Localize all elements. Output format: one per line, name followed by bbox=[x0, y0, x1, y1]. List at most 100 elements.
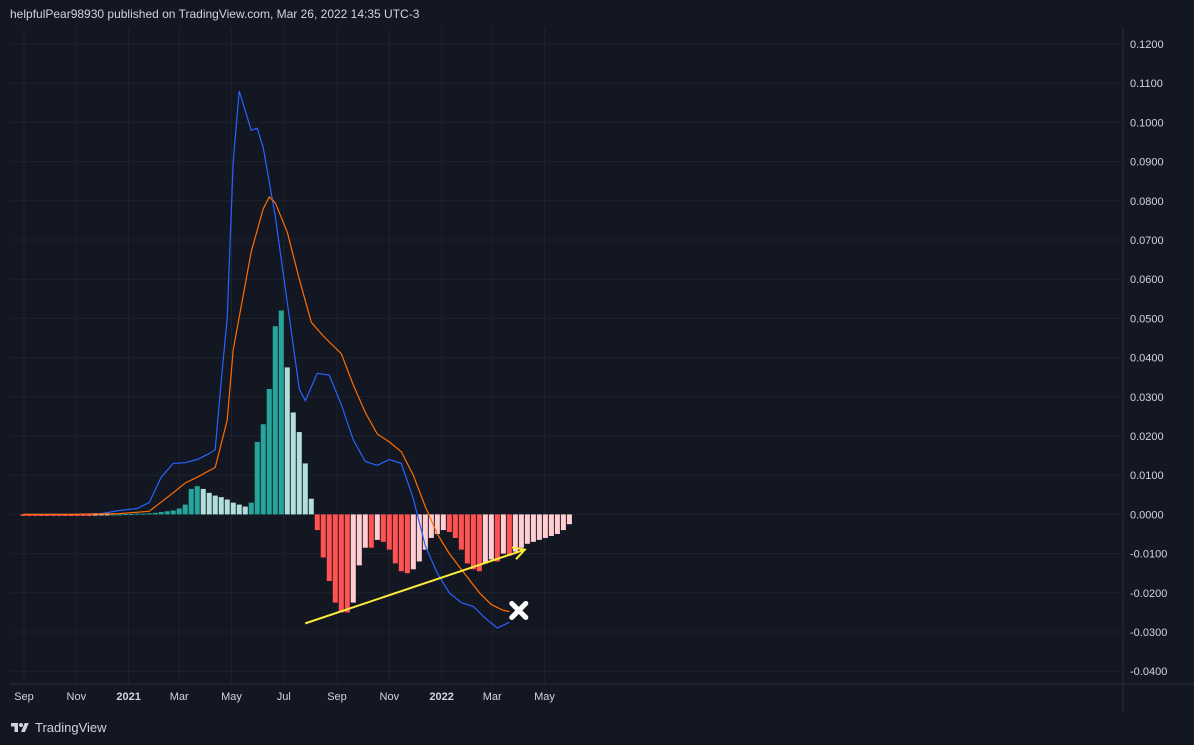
x-tick-label: Mar bbox=[170, 691, 189, 703]
histogram-bar bbox=[206, 492, 212, 515]
histogram-bar bbox=[452, 514, 458, 538]
histogram-bar bbox=[230, 502, 236, 515]
y-tick-label: 0.0700 bbox=[1130, 235, 1164, 247]
histogram-bar bbox=[392, 514, 398, 564]
histogram-bar bbox=[266, 388, 272, 515]
histogram-bar bbox=[368, 514, 374, 548]
tradingview-logo-icon bbox=[11, 722, 29, 732]
chart-annotations bbox=[304, 546, 529, 625]
x-tick-label: May bbox=[534, 691, 555, 703]
x-tick-label: Nov bbox=[380, 691, 400, 703]
x-tick-label: Sep bbox=[327, 691, 347, 703]
histogram-bar bbox=[74, 514, 80, 516]
x-tick-label: Jul bbox=[277, 691, 291, 703]
chart-grid bbox=[10, 28, 1123, 684]
histogram-bar bbox=[182, 504, 188, 515]
macd-chart[interactable]: 0.1200 0.1100 0.1000 0.0900 0.0800 0.0700 0.06… bbox=[0, 0, 1194, 712]
histogram-bar bbox=[188, 488, 194, 515]
histogram-bar bbox=[158, 512, 164, 515]
histogram-bar bbox=[308, 498, 314, 515]
brand-name: TradingView bbox=[35, 720, 107, 735]
histogram-bar bbox=[68, 514, 74, 516]
y-tick-label: 0.1100 bbox=[1130, 78, 1163, 90]
histogram-bar bbox=[176, 508, 182, 515]
histogram-bar bbox=[80, 514, 86, 516]
histogram-bar bbox=[164, 511, 170, 515]
signal-line bbox=[23, 195, 510, 613]
histogram-bar bbox=[236, 504, 242, 515]
y-tick-label: 0.1200 bbox=[1130, 39, 1164, 51]
y-tick-label: -0.0100 bbox=[1130, 549, 1167, 561]
histogram-bar bbox=[542, 514, 548, 538]
histogram-bar bbox=[26, 514, 32, 516]
histogram-bar bbox=[56, 514, 62, 516]
histogram-bar bbox=[416, 514, 422, 562]
histogram-bar bbox=[296, 432, 302, 515]
histogram-bar bbox=[20, 514, 26, 516]
y-tick-label: 0.0000 bbox=[1130, 509, 1164, 521]
histogram-bar bbox=[404, 514, 410, 574]
histogram-bar bbox=[566, 514, 572, 525]
footer-bar: TradingView bbox=[0, 712, 1194, 745]
publisher-attribution: helpfulPear98930 published on TradingVie… bbox=[10, 7, 420, 21]
histogram-bar bbox=[362, 514, 368, 548]
histogram-bar bbox=[272, 326, 278, 515]
histogram-bar bbox=[122, 514, 128, 516]
x-tick-label: 2022 bbox=[429, 691, 453, 703]
y-tick-label: -0.0200 bbox=[1130, 588, 1167, 600]
x-tick-label: Nov bbox=[67, 691, 87, 703]
y-tick-label: -0.0300 bbox=[1130, 627, 1167, 639]
histogram-bar bbox=[278, 310, 284, 515]
histogram-bar bbox=[326, 514, 332, 582]
x-tick-label: Mar bbox=[483, 691, 502, 703]
histogram-bar bbox=[410, 514, 416, 570]
macd-lines bbox=[23, 90, 510, 629]
histogram-bar bbox=[518, 514, 524, 548]
histogram-bar bbox=[242, 506, 248, 515]
histogram-bar bbox=[248, 502, 254, 515]
histogram-bar bbox=[440, 514, 446, 531]
histogram-bar bbox=[524, 514, 530, 544]
histogram-bar bbox=[254, 441, 260, 515]
histogram-bar bbox=[428, 514, 434, 538]
histogram-bar bbox=[92, 514, 98, 516]
histogram-bar bbox=[146, 513, 152, 515]
histogram-bar bbox=[356, 514, 362, 566]
macd-line bbox=[23, 90, 510, 629]
x-marker-icon[interactable] bbox=[509, 600, 529, 620]
tradingview-brand[interactable]: TradingView bbox=[10, 720, 107, 735]
histogram-bar bbox=[506, 514, 512, 556]
histogram-bar bbox=[374, 514, 380, 540]
y-tick-label: 0.1000 bbox=[1130, 117, 1164, 129]
histogram-bar bbox=[224, 499, 230, 515]
histogram-bar bbox=[302, 463, 308, 515]
histogram-bar bbox=[470, 514, 476, 570]
histogram-bar bbox=[170, 510, 176, 515]
histogram-bar bbox=[458, 514, 464, 550]
histogram-bar bbox=[548, 514, 554, 536]
histogram-bar bbox=[446, 514, 452, 533]
histogram-bar bbox=[560, 514, 566, 531]
histogram-bar bbox=[104, 514, 110, 516]
trendline-arrow[interactable] bbox=[304, 548, 526, 625]
histogram-bar bbox=[98, 514, 104, 516]
histogram-bar bbox=[350, 514, 356, 603]
histogram-bar bbox=[314, 514, 320, 531]
histogram-bar bbox=[86, 514, 92, 516]
histogram-bar bbox=[218, 497, 224, 515]
histogram-bar bbox=[44, 514, 50, 516]
histogram-bar bbox=[260, 424, 266, 515]
histogram-bar bbox=[476, 514, 482, 572]
histogram-bar bbox=[320, 514, 326, 558]
histogram-bar bbox=[482, 514, 488, 564]
histogram-bar bbox=[554, 514, 560, 534]
histogram-bar bbox=[140, 513, 146, 515]
y-tick-label: 0.0900 bbox=[1130, 157, 1164, 169]
histogram-bar bbox=[200, 488, 206, 515]
y-tick-label: 0.0500 bbox=[1130, 313, 1164, 325]
x-tick-label: 2021 bbox=[116, 691, 140, 703]
histogram-bar bbox=[398, 514, 404, 572]
histogram-bar bbox=[500, 514, 506, 554]
histogram-bar bbox=[32, 514, 38, 516]
histogram-bar bbox=[488, 514, 494, 560]
